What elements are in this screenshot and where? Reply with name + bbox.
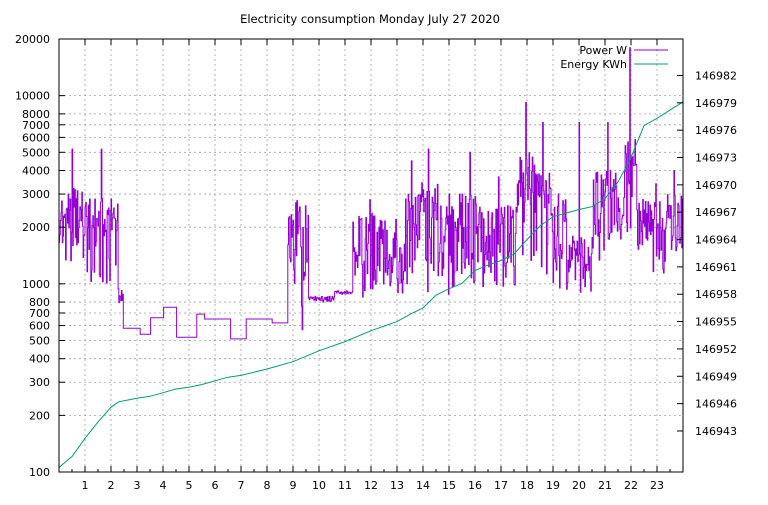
y2-tick-label: 146952 — [695, 343, 737, 356]
y-tick-label: 5000 — [22, 146, 50, 159]
axis-ticks: 1 2 3 4 5 6 7 8 9 10 11 12 13 14 15 16 17 18 19 20 21 22 23100… — [15, 33, 737, 492]
x-tick-label: 8 — [264, 479, 271, 492]
x-tick-label: 14 — [416, 479, 430, 492]
series-power-line — [59, 47, 684, 340]
x-tick-label: 16 — [468, 479, 482, 492]
x-tick-label: 17 — [494, 479, 508, 492]
x-tick-label: 15 — [442, 479, 456, 492]
x-tick-label: 6 — [212, 479, 219, 492]
x-tick-label: 12 — [364, 479, 378, 492]
x-tick-label: 18 — [520, 479, 534, 492]
y2-tick-label: 146958 — [695, 288, 737, 301]
x-tick-label: 7 — [238, 479, 245, 492]
y2-tick-label: 146955 — [695, 316, 737, 329]
y2-tick-label: 146982 — [695, 69, 737, 82]
y2-tick-label: 146964 — [695, 234, 737, 247]
y-tick-label: 6000 — [22, 131, 50, 144]
x-tick-label: 22 — [624, 479, 638, 492]
x-tick-label: 1 — [82, 479, 89, 492]
x-tick-label: 9 — [290, 479, 297, 492]
y-tick-label: 3000 — [22, 188, 50, 201]
y-tick-label: 2000 — [22, 221, 50, 234]
y2-tick-label: 146943 — [695, 425, 737, 438]
x-tick-label: 21 — [598, 479, 612, 492]
y-tick-label: 4000 — [22, 165, 50, 178]
x-tick-label: 3 — [134, 479, 141, 492]
x-tick-label: 19 — [546, 479, 560, 492]
y-tick-label: 400 — [29, 353, 50, 366]
x-tick-label: 5 — [186, 479, 193, 492]
y2-tick-label: 146979 — [695, 97, 737, 110]
y-tick-label: 20000 — [15, 33, 50, 46]
x-tick-label: 11 — [338, 479, 352, 492]
x-tick-label: 13 — [390, 479, 404, 492]
series-energy-line — [58, 101, 684, 468]
y-tick-label: 500 — [29, 334, 50, 347]
y-tick-label: 100 — [29, 466, 50, 479]
y2-tick-label: 146961 — [695, 261, 737, 274]
x-tick-label: 10 — [312, 479, 326, 492]
y-tick-label: 700 — [29, 307, 50, 320]
y2-tick-label: 146976 — [695, 124, 737, 137]
y-tick-label: 800 — [29, 296, 50, 309]
y2-tick-label: 146973 — [695, 152, 737, 165]
chart-title: Electricity consumption Monday July 27 2… — [240, 12, 500, 26]
legend-label: Power W — [579, 44, 627, 57]
x-tick-label: 4 — [160, 479, 167, 492]
y2-tick-label: 146970 — [695, 179, 737, 192]
x-tick-label: 2 — [108, 479, 115, 492]
y-tick-label: 8000 — [22, 108, 50, 121]
series-layer — [58, 47, 684, 468]
y2-tick-label: 146967 — [695, 206, 737, 219]
y2-tick-label: 146949 — [695, 370, 737, 383]
y2-tick-label: 146946 — [695, 398, 737, 411]
x-tick-label: 20 — [572, 479, 586, 492]
y-tick-label: 300 — [29, 376, 50, 389]
y-tick-label: 600 — [29, 320, 50, 333]
y-tick-label: 10000 — [15, 90, 50, 103]
legend-label: Energy KWh — [560, 58, 627, 71]
y-tick-label: 1000 — [22, 278, 50, 291]
y-tick-label: 200 — [29, 409, 50, 422]
x-tick-label: 23 — [650, 479, 664, 492]
y-tick-label: 7000 — [22, 119, 50, 132]
